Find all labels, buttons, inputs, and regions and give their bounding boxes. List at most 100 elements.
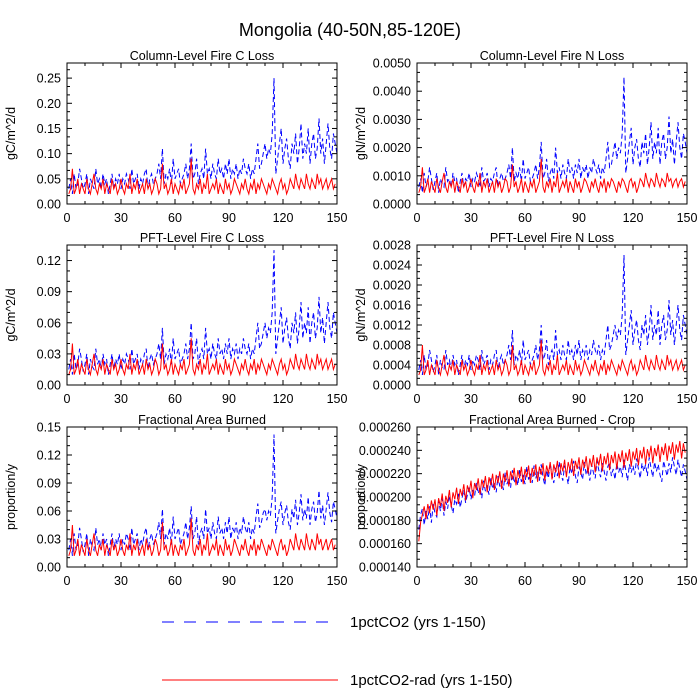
y-tick-label: 0.0020 xyxy=(373,279,411,293)
x-tick-label: 150 xyxy=(327,392,348,406)
x-tick-label: 150 xyxy=(677,574,698,588)
panel-title: Fractional Area Burned xyxy=(138,413,266,427)
y-tick-label: 0.03 xyxy=(37,533,61,547)
x-tick-label: 0 xyxy=(64,211,71,225)
series-line-blue-dashed-pft-level-fire-n-loss xyxy=(418,254,687,376)
y-tick-label: 0.0000 xyxy=(373,379,411,393)
y-tick-label: 0.0020 xyxy=(373,141,411,155)
plot-frame xyxy=(66,62,338,205)
y-tick-label: 0.000180 xyxy=(359,514,411,528)
y-tick-label: 0.03 xyxy=(37,347,61,361)
y-tick-label: 0.15 xyxy=(37,122,61,136)
y-tick-label: 0.000260 xyxy=(359,421,411,435)
panel-pft-level-fire-c-loss: 0 30 60 90 120 150 0.00 0.03 0.06 0.09 0.12 gC/m^2/… xyxy=(4,231,347,406)
y-tick-label: 0.10 xyxy=(37,147,61,161)
y-tick-label: 0.0004 xyxy=(373,359,411,373)
y-axis-label: proportion/y xyxy=(354,463,368,530)
chart-panels: 0 30 60 90 120 150 0.00 0.05 0.10 0.15 0.20 0.25 gC/… xyxy=(4,49,697,588)
x-tick-label: 90 xyxy=(572,211,586,225)
y-tick-label: 0.00 xyxy=(37,561,61,575)
series-line-red-solid-pft-level-fire-n-loss xyxy=(418,339,686,377)
series-line-blue-dashed-column-level-fire-c-loss xyxy=(68,78,337,195)
series-line-blue-dashed-column-level-fire-n-loss xyxy=(418,77,687,193)
x-tick-label: 90 xyxy=(572,392,586,406)
x-tick-label: 90 xyxy=(572,574,586,588)
y-axis-label: gN/m^2/d xyxy=(354,107,368,160)
y-tick-label: 0.0028 xyxy=(373,239,411,253)
legend-label-1pctco2: 1pctCO2 (yrs 1-150) xyxy=(350,614,486,631)
y-tick-label: 0.0050 xyxy=(373,57,411,71)
panel-column-level-fire-c-loss: 0 30 60 90 120 150 0.00 0.05 0.10 0.15 0.20 0.25 gC/… xyxy=(4,49,347,225)
x-tick-label: 90 xyxy=(222,392,236,406)
y-axis-label: proportion/y xyxy=(4,463,18,530)
y-axis-label: gC/m^2/d xyxy=(4,288,18,341)
series-line-blue-dashed-pft-level-fire-c-loss xyxy=(68,250,337,375)
y-tick-label: 0.06 xyxy=(37,505,61,519)
legend-label-1pctco2-rad: 1pctCO2-rad (yrs 1-150) xyxy=(350,672,513,689)
x-tick-label: 0 xyxy=(414,392,421,406)
x-tick-label: 150 xyxy=(327,574,348,588)
y-tick-label: 0.09 xyxy=(37,285,61,299)
y-tick-label: 0.000160 xyxy=(359,537,411,551)
y-tick-label: 0.000220 xyxy=(359,467,411,481)
x-tick-label: 90 xyxy=(222,211,236,225)
y-tick-label: 0.0030 xyxy=(373,113,411,127)
figure-title: Mongolia (40-50N,85-120E) xyxy=(239,20,461,40)
x-tick-label: 120 xyxy=(623,392,644,406)
series-line-blue-dashed-fractional-area-burned xyxy=(68,434,337,556)
x-tick-label: 30 xyxy=(464,574,478,588)
x-tick-label: 30 xyxy=(114,574,128,588)
x-tick-label: 150 xyxy=(327,211,348,225)
series-line-red-solid-fractional-area-burned xyxy=(68,518,336,556)
y-tick-label: 0.00 xyxy=(37,379,61,393)
panel-title: Column-Level Fire N Loss xyxy=(480,49,625,63)
x-tick-label: 60 xyxy=(168,392,182,406)
x-tick-label: 60 xyxy=(168,211,182,225)
series-line-red-solid-fractional-area-burned-crop xyxy=(418,440,686,542)
y-axis-label: gN/m^2/d xyxy=(354,288,368,341)
x-tick-label: 60 xyxy=(518,574,532,588)
plot-frame xyxy=(416,62,688,205)
panel-title: PFT-Level Fire N Loss xyxy=(490,231,614,245)
x-tick-label: 60 xyxy=(518,392,532,406)
plot-frame xyxy=(66,426,338,568)
y-tick-label: 0.000200 xyxy=(359,491,411,505)
y-tick-label: 0.0008 xyxy=(373,339,411,353)
y-tick-label: 0.20 xyxy=(37,97,61,111)
y-tick-label: 0.0000 xyxy=(373,198,411,212)
series-line-red-solid-column-level-fire-n-loss xyxy=(418,158,686,193)
x-tick-label: 150 xyxy=(677,211,698,225)
x-tick-label: 120 xyxy=(623,574,644,588)
panel-pft-level-fire-n-loss: 0 30 60 90 120 150 0.0000 0.0004 0.0008 0.0012 0.0… xyxy=(354,231,697,406)
y-tick-label: 0.0040 xyxy=(373,85,411,99)
x-tick-label: 30 xyxy=(464,392,478,406)
y-tick-label: 0.0016 xyxy=(373,299,411,313)
x-tick-label: 120 xyxy=(273,574,294,588)
series-line-blue-dashed-fractional-area-burned-crop xyxy=(418,457,687,530)
x-tick-label: 30 xyxy=(464,211,478,225)
y-tick-label: 0.000240 xyxy=(359,444,411,458)
panel-title: Column-Level Fire C Loss xyxy=(130,49,275,63)
y-axis-label: gC/m^2/d xyxy=(4,107,18,160)
panel-title: PFT-Level Fire C Loss xyxy=(140,231,264,245)
y-tick-label: 0.25 xyxy=(37,72,61,86)
x-tick-label: 60 xyxy=(518,211,532,225)
series-line-red-solid-pft-level-fire-c-loss xyxy=(68,338,336,377)
x-tick-label: 150 xyxy=(677,392,698,406)
panel-fractional-area-burned-crop: 0 30 60 90 120 150 0.000140 0.000160 0.000180 0.0… xyxy=(354,413,697,588)
x-tick-label: 90 xyxy=(222,574,236,588)
legend: 1pctCO2 (yrs 1-150) 1pctCO2-rad (yrs 1-1… xyxy=(162,614,513,689)
y-tick-label: 0.000140 xyxy=(359,561,411,575)
x-tick-label: 120 xyxy=(623,211,644,225)
y-tick-label: 0.0010 xyxy=(373,169,411,183)
y-tick-label: 0.06 xyxy=(37,316,61,330)
x-tick-label: 60 xyxy=(168,574,182,588)
x-tick-label: 30 xyxy=(114,211,128,225)
x-tick-label: 30 xyxy=(114,392,128,406)
y-tick-label: 0.09 xyxy=(37,477,61,491)
y-tick-label: 0.05 xyxy=(37,172,61,186)
x-tick-label: 0 xyxy=(64,574,71,588)
x-tick-label: 120 xyxy=(273,392,294,406)
panel-column-level-fire-n-loss: 0 30 60 90 120 150 0.0000 0.0010 0.0020 0.0030 0.0… xyxy=(354,49,697,225)
